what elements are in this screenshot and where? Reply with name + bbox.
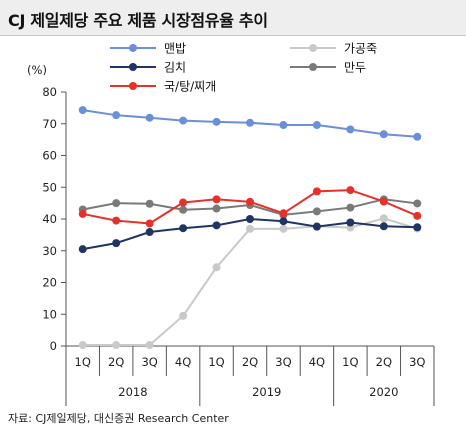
legend-item: 가공죽 — [290, 42, 377, 56]
series-3 — [78, 215, 422, 254]
legend-swatch-marker — [129, 63, 137, 71]
data-point — [312, 222, 321, 231]
x-tick-label: 4Q — [175, 355, 191, 369]
series-2 — [78, 214, 422, 350]
data-point — [112, 111, 121, 120]
data-point — [179, 116, 188, 125]
data-point — [413, 132, 422, 141]
data-point — [279, 121, 288, 130]
x-tick-label: 3Q — [141, 355, 157, 369]
legend-label: 가공죽 — [344, 42, 377, 56]
chart-area: (%) 0 10 20 30 40 50 60 70 80 1Q 2Q 3Q 4Q 1Q 2Q 3Q 4Q 1Q 2Q… — [0, 36, 466, 406]
year-label: 2019 — [252, 385, 281, 399]
y-tick-label: 0 — [50, 339, 57, 353]
y-tick-label: 80 — [42, 85, 57, 99]
data-point — [246, 118, 254, 127]
data-point — [145, 113, 154, 122]
data-point — [246, 224, 254, 233]
source-note: 자료: CJ제일제당, 대신증권 Research Center — [8, 412, 229, 425]
y-tick-label: 60 — [42, 149, 57, 163]
y-tick-label: 10 — [42, 307, 57, 321]
x-tick-label: 1Q — [75, 355, 91, 369]
x-tick-label: 3Q — [275, 355, 291, 369]
data-point — [279, 224, 288, 233]
data-point — [145, 219, 154, 228]
data-point — [413, 223, 422, 232]
legend-swatch-marker — [129, 44, 137, 52]
legend-item: 국/탕/찌개 — [110, 80, 216, 94]
data-point — [145, 199, 154, 208]
x-tick-label: 2Q — [376, 355, 392, 369]
x-tick-label: 3Q — [409, 355, 425, 369]
data-point — [312, 207, 321, 216]
x-tick-label: 2Q — [242, 355, 258, 369]
data-point — [112, 239, 121, 248]
data-point — [212, 263, 221, 272]
data-point — [78, 209, 87, 218]
y-tick-label: 50 — [42, 180, 57, 194]
data-point — [212, 204, 221, 213]
legend-item: 만두 — [290, 61, 366, 75]
data-point — [145, 228, 154, 237]
legend-swatch-marker — [129, 82, 137, 90]
data-point — [112, 216, 121, 225]
data-point — [413, 199, 422, 208]
data-point — [346, 218, 355, 227]
x-tick-label: 2Q — [108, 355, 124, 369]
data-point — [346, 186, 355, 195]
data-point — [179, 198, 188, 207]
data-point — [78, 341, 87, 350]
x-tick-label: 4Q — [309, 355, 325, 369]
data-point — [112, 199, 121, 208]
y-tick-label: 70 — [42, 117, 57, 131]
legend-item: 김치 — [110, 61, 186, 75]
title-bar: CJ 제일제당 주요 제품 시장점유율 추이 — [0, 0, 466, 36]
data-point — [312, 121, 321, 130]
x-tick-label: 1Q — [208, 355, 224, 369]
series-1 — [78, 106, 422, 141]
data-point — [145, 341, 154, 350]
data-point — [379, 214, 388, 223]
series-line — [82, 217, 418, 251]
y-axis-unit: (%) — [27, 63, 47, 77]
data-point — [78, 106, 87, 115]
data-point — [379, 222, 388, 231]
x-tick-label: 1Q — [342, 355, 358, 369]
series-5 — [78, 186, 422, 228]
y-tick-label: 20 — [42, 276, 57, 290]
data-point — [246, 197, 254, 206]
data-point — [179, 311, 188, 320]
data-point — [312, 187, 321, 196]
legend-item: 맨밥 — [110, 42, 186, 56]
data-point — [379, 197, 388, 206]
data-point — [112, 341, 121, 350]
legend-label: 국/탕/찌개 — [164, 80, 216, 94]
legend-label: 김치 — [164, 61, 186, 75]
line-chart: (%) 0 10 20 30 40 50 60 70 80 1Q 2Q 3Q 4Q 1Q 2Q 3Q 4Q 1Q 2Q… — [27, 42, 435, 406]
legend-label: 맨밥 — [164, 42, 186, 56]
chart-title: CJ 제일제당 주요 제품 시장점유율 추이 — [8, 11, 268, 30]
data-point — [212, 221, 221, 230]
data-point — [413, 211, 422, 220]
data-point — [212, 195, 221, 204]
data-point — [179, 224, 188, 233]
y-tick-label: 30 — [42, 244, 57, 258]
data-point — [212, 117, 221, 126]
y-tick-label: 40 — [42, 212, 57, 226]
year-label: 2020 — [369, 385, 398, 399]
data-point — [179, 205, 188, 214]
legend-swatch-marker — [309, 44, 317, 52]
legend-label: 만두 — [344, 61, 366, 75]
legend-swatch-marker — [309, 63, 317, 71]
data-point — [379, 130, 388, 139]
data-point — [346, 125, 355, 134]
data-point — [246, 215, 254, 223]
data-point — [279, 209, 288, 218]
data-point — [78, 245, 87, 254]
year-label: 2018 — [118, 385, 147, 399]
data-point — [346, 203, 355, 212]
data-point — [279, 217, 288, 226]
